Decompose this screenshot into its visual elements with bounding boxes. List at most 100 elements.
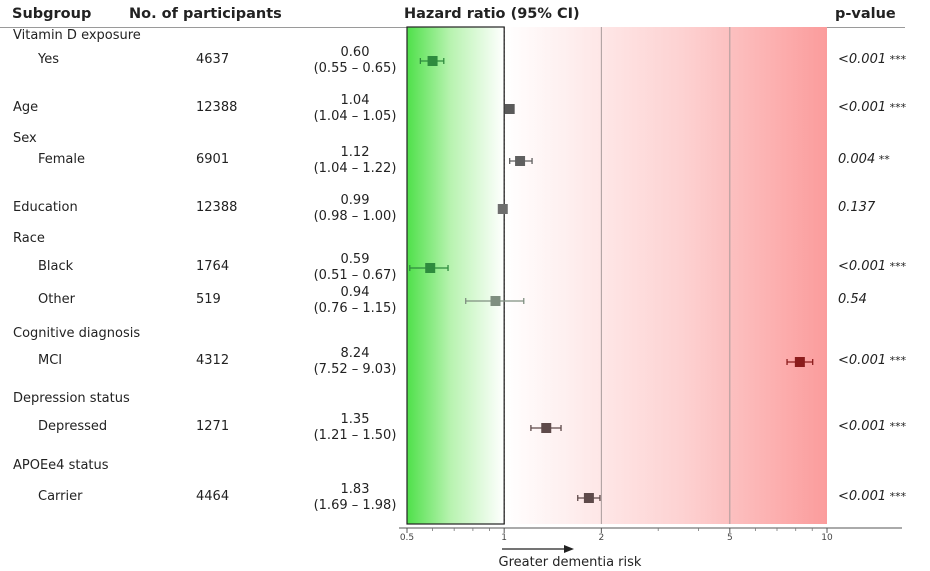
point-estimate-square — [425, 263, 436, 273]
point-estimate-square — [541, 423, 552, 433]
header-subgroup: Subgroup — [12, 6, 92, 22]
significance-stars: *** — [886, 101, 907, 114]
x-tick-label: 5 — [727, 533, 733, 543]
p-value: 0.137 — [838, 200, 875, 215]
confidence-interval: (1.04 – 1.22) — [313, 161, 397, 176]
significance-stars: *** — [886, 260, 907, 273]
p-value-number: <0.001 — [838, 52, 887, 67]
x-tick-label: 0.5 — [400, 533, 414, 543]
hazard-ratio-text: 1.35 (1.21 – 1.50) — [285, 412, 425, 444]
point-estimate-square — [427, 56, 438, 66]
significance-stars: *** — [886, 420, 907, 433]
protective-region — [407, 27, 505, 524]
subgroup-label: Yes — [38, 52, 59, 67]
significance-stars: ** — [875, 153, 890, 166]
group-label: Race — [13, 231, 45, 246]
confidence-interval: (1.21 – 1.50) — [313, 428, 397, 443]
participants-count: 12388 — [196, 200, 238, 215]
significance-stars: *** — [886, 53, 907, 66]
point-estimate-square — [497, 204, 508, 214]
subgroup-label: Carrier — [38, 489, 83, 504]
hazard-ratio-value: 1.04 — [340, 93, 370, 108]
confidence-interval: (0.55 – 0.65) — [313, 61, 397, 76]
participants-count: 6901 — [196, 152, 230, 167]
p-value: <0.001 *** — [838, 100, 906, 115]
participants-count: 1271 — [196, 419, 230, 434]
participants-count: 4464 — [196, 489, 230, 504]
subgroup-label: Black — [38, 259, 74, 274]
participants-count: 4312 — [196, 353, 230, 368]
point-estimate-square — [515, 156, 526, 166]
p-value: <0.001 *** — [838, 259, 906, 274]
p-value-number: <0.001 — [838, 419, 887, 434]
group-label: Cognitive diagnosis — [13, 326, 141, 341]
hazard-ratio-text: 8.24 (7.52 – 9.03) — [285, 346, 425, 378]
forest-point — [497, 204, 508, 214]
subgroup-label: Other — [38, 292, 75, 307]
p-value-number: <0.001 — [838, 489, 887, 504]
confidence-interval: (1.04 – 1.05) — [313, 109, 397, 124]
confidence-interval: (7.52 – 9.03) — [313, 362, 397, 377]
hazard-ratio-value: 1.12 — [340, 145, 370, 160]
hazard-ratio-value: 0.59 — [340, 252, 370, 267]
subgroup-label: MCI — [38, 353, 63, 368]
header-participants: No. of participants — [129, 6, 282, 22]
x-tick-label: 2 — [598, 533, 604, 543]
participants-count: 1764 — [196, 259, 230, 274]
x-axis-label: Greater dementia risk — [499, 555, 642, 570]
forest-point — [419, 56, 445, 66]
point-estimate-square — [794, 357, 805, 367]
point-estimate-square — [583, 493, 594, 503]
group-label: Sex — [13, 131, 37, 146]
forest-point — [530, 423, 562, 433]
hazard-ratio-value: 0.94 — [340, 285, 370, 300]
x-tick-label: 1 — [501, 533, 507, 543]
significance-stars: *** — [886, 354, 907, 367]
forest-point — [465, 296, 525, 306]
hazard-ratio-text: 0.94 (0.76 – 1.15) — [285, 285, 425, 317]
risk-arrow-head — [564, 545, 574, 553]
subgroup-label: Female — [38, 152, 86, 167]
forest-point — [786, 357, 814, 367]
hazard-ratio-value: 1.83 — [340, 482, 370, 497]
hazard-ratio-value: 1.35 — [340, 412, 370, 427]
p-value: <0.001 *** — [838, 489, 906, 504]
hazard-ratio-text: 0.99 (0.98 – 1.00) — [285, 193, 425, 225]
point-estimate-square — [490, 296, 501, 306]
p-value: 0.54 — [838, 292, 867, 307]
significance-stars: *** — [886, 490, 907, 503]
p-value-number: 0.137 — [838, 200, 876, 215]
group-label: Depression status — [13, 391, 130, 406]
participants-count: 519 — [196, 292, 221, 307]
header-hazard-ratio: Hazard ratio (95% CI) — [404, 6, 580, 22]
confidence-interval: (1.69 – 1.98) — [313, 498, 397, 513]
p-value-number: <0.001 — [838, 353, 887, 368]
point-estimate-square — [504, 104, 515, 114]
protective-region-border — [406, 26, 505, 525]
header-p-value: p-value — [835, 6, 896, 22]
confidence-interval: (0.76 – 1.15) — [313, 301, 397, 316]
p-value: <0.001 *** — [838, 52, 906, 67]
p-value-number: 0.004 — [838, 152, 876, 167]
hazard-ratio-text: 1.83 (1.69 – 1.98) — [285, 482, 425, 514]
forest-point — [504, 104, 515, 114]
p-value-number: <0.001 — [838, 100, 887, 115]
p-value-number: 0.54 — [838, 292, 867, 307]
confidence-interval: (0.51 – 0.67) — [313, 268, 397, 283]
hazard-ratio-value: 0.60 — [340, 45, 370, 60]
participants-count: 12388 — [196, 100, 238, 115]
hazard-ratio-text: 1.04 (1.04 – 1.05) — [285, 93, 425, 125]
forest-point — [577, 493, 601, 503]
x-tick-label: 10 — [821, 533, 833, 543]
group-label: APOEe4 status — [13, 458, 109, 473]
subgroup-label: Depressed — [38, 419, 108, 434]
forest-point — [409, 263, 449, 273]
p-value-number: <0.001 — [838, 259, 887, 274]
forest-point — [509, 156, 533, 166]
subgroup-label: Age — [13, 100, 39, 115]
p-value: <0.001 *** — [838, 353, 906, 368]
p-value: 0.004 ** — [838, 152, 890, 167]
hazard-ratio-text: 1.12 (1.04 – 1.22) — [285, 145, 425, 177]
